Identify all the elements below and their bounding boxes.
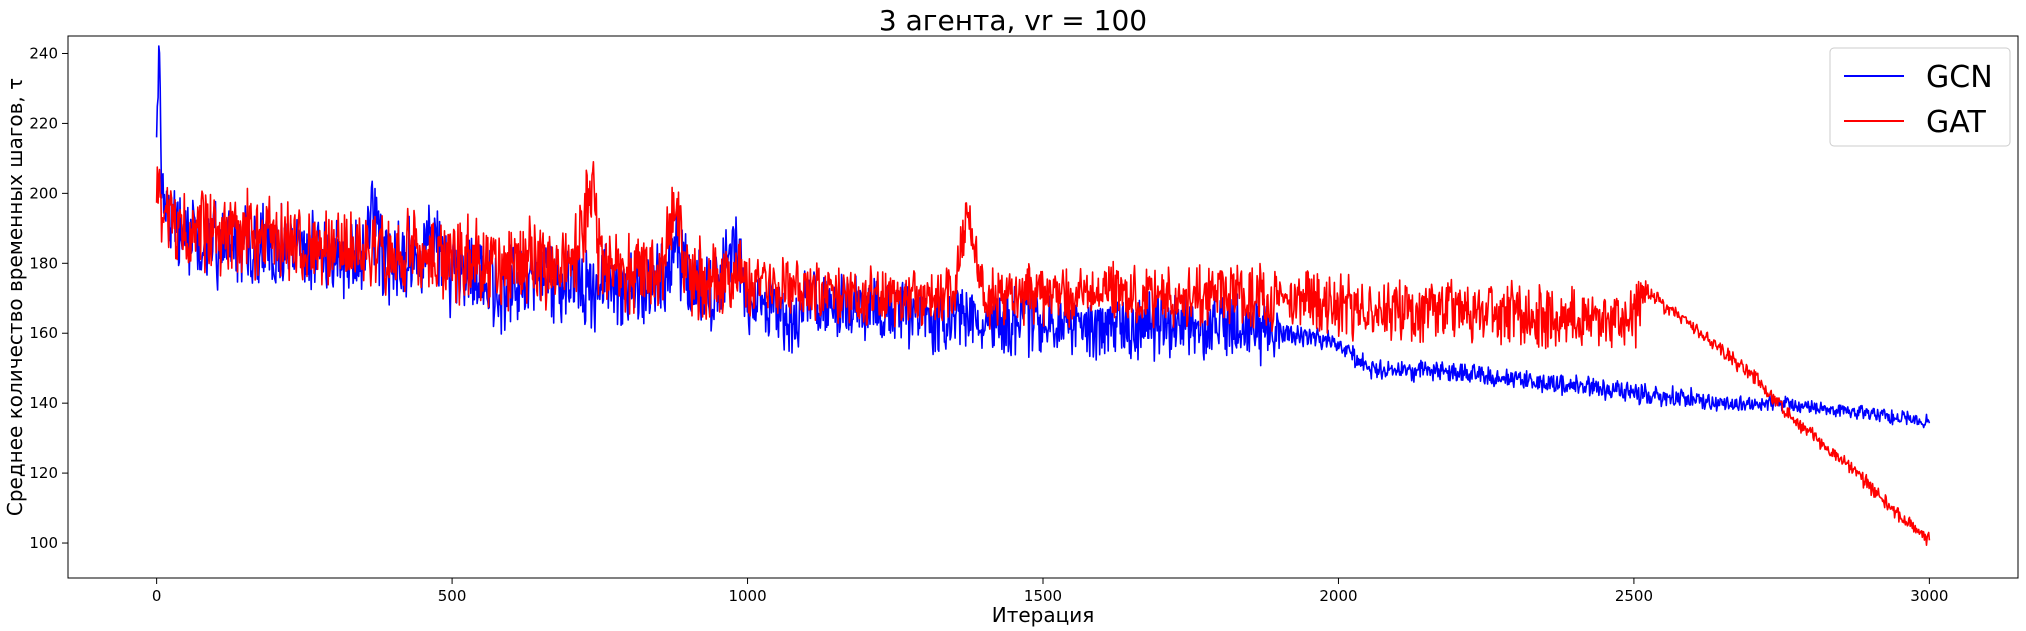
y-tick-label: 160 (29, 324, 58, 342)
y-tick-label: 220 (29, 114, 58, 132)
legend: GCN GAT (1829, 47, 2011, 147)
y-axis-label: Среднее количество временных шагов, τ (3, 78, 27, 516)
series-line-gat (155, 161, 1931, 546)
y-tick-label: 200 (29, 184, 58, 202)
axes: 0 500 1000 1500 2000 2500 3000 100 120 140 160 180 2… (29, 35, 2019, 605)
y-tick-label: 120 (29, 464, 58, 482)
plot-area (155, 45, 1931, 546)
legend-label-gcn: GCN (1926, 60, 1993, 95)
x-tick-label: 1000 (728, 587, 766, 605)
y-tick-label: 100 (29, 534, 58, 552)
legend-label-gat: GAT (1926, 105, 1986, 140)
x-tick-label: 0 (152, 587, 162, 605)
series-line-gcn (155, 45, 1931, 429)
y-tick-label: 140 (29, 394, 58, 412)
x-tick-label: 3000 (1910, 587, 1948, 605)
x-tick-label: 1500 (1024, 587, 1062, 605)
x-axis-label: Итерация (992, 603, 1095, 627)
x-tick-label: 2500 (1615, 587, 1653, 605)
x-tick-label: 2000 (1319, 587, 1357, 605)
x-tick-label: 500 (438, 587, 467, 605)
y-tick-label: 180 (29, 254, 58, 272)
y-tick-label: 240 (29, 44, 58, 62)
chart-title: 3 агента, vr = 100 (879, 4, 1147, 37)
